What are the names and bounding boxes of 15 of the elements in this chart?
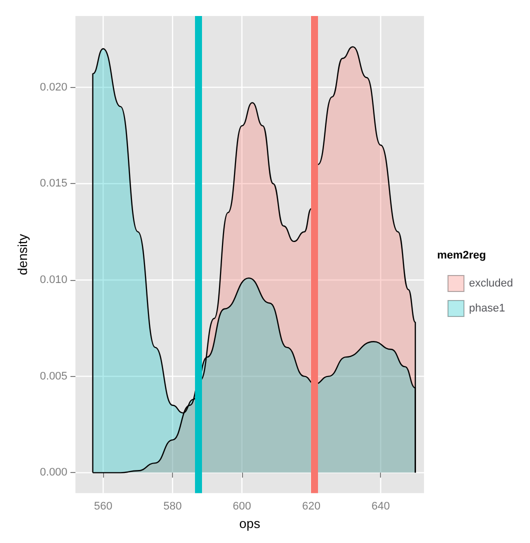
x-tick-label: 620 [302,500,320,513]
y-tick-label: 0.010 [40,274,68,286]
x-tick-label: 640 [371,500,390,513]
legend-label: excluded [468,278,514,290]
y-tick-label: 0.005 [40,370,68,382]
x-tick-label: 600 [232,500,252,513]
x-axis-title: ops [239,516,261,531]
y-tick-label: 0.020 [40,81,68,94]
y-tick-label: 0.000 [40,466,68,479]
x-tick-label: 560 [94,500,112,513]
x-tick-label: 580 [163,500,182,513]
legend-title: mem2reg [437,250,486,262]
legend-label: phase1 [468,302,506,314]
y-axis-title: density [15,233,30,276]
y-tick-label: 0.015 [40,178,68,190]
